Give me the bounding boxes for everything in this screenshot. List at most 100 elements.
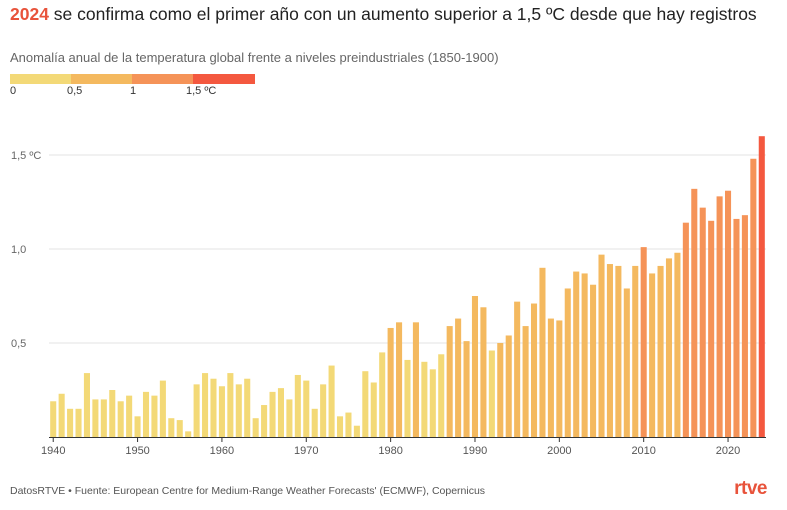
bar-2017[interactable]	[699, 207, 706, 437]
bar-1980[interactable]	[387, 327, 394, 437]
bar-1950[interactable]	[134, 416, 141, 437]
bar-1973[interactable]	[328, 365, 335, 437]
bar-1957[interactable]	[193, 384, 200, 437]
bar-1981[interactable]	[396, 322, 403, 437]
bar-2019[interactable]	[716, 196, 723, 437]
bar-1949[interactable]	[126, 395, 133, 437]
bar-2008[interactable]	[623, 288, 630, 437]
x-tick-label: 1980	[378, 445, 402, 457]
bar-2005[interactable]	[598, 254, 605, 437]
bar-1985[interactable]	[429, 369, 436, 437]
bar-2001[interactable]	[564, 288, 571, 437]
bar-1966[interactable]	[269, 391, 276, 437]
bar-1955[interactable]	[176, 420, 183, 437]
bars	[50, 136, 765, 437]
bar-1946[interactable]	[100, 399, 107, 437]
bar-2004[interactable]	[590, 284, 597, 437]
bar-1963[interactable]	[244, 378, 251, 437]
x-tick-label: 1950	[125, 445, 149, 457]
bar-1962[interactable]	[235, 384, 242, 437]
bar-1942[interactable]	[67, 408, 74, 437]
bar-2015[interactable]	[682, 222, 689, 437]
bar-1982[interactable]	[404, 359, 411, 437]
bar-1975[interactable]	[345, 412, 352, 437]
bar-1969[interactable]	[294, 374, 301, 437]
bar-2007[interactable]	[615, 265, 622, 437]
bar-1997[interactable]	[530, 303, 538, 437]
y-tick-label: 1,5 ºC	[11, 150, 41, 162]
bar-2000[interactable]	[556, 320, 563, 437]
bar-1988[interactable]	[455, 318, 462, 437]
bar-1961[interactable]	[227, 373, 234, 437]
x-tick-label: 1970	[294, 445, 318, 457]
axes: 1940 1950 1960 1970 1980 1990 2000 2010 2020	[41, 437, 766, 457]
x-tick-label: 1960	[210, 445, 234, 457]
bar-1983[interactable]	[412, 322, 419, 437]
bar-1958[interactable]	[202, 373, 209, 437]
bar-2023[interactable]	[750, 158, 757, 437]
bar-1945[interactable]	[92, 399, 99, 437]
bar-1965[interactable]	[261, 405, 268, 437]
rtve-logo: rtve	[734, 478, 767, 499]
y-tick-label: 0,5	[11, 338, 26, 350]
bar-2012[interactable]	[657, 265, 664, 437]
bar-1974[interactable]	[336, 416, 344, 437]
bar-1944[interactable]	[83, 373, 90, 437]
bar-2011[interactable]	[649, 273, 656, 437]
bar-1951[interactable]	[142, 391, 150, 437]
bar-1996[interactable]	[522, 326, 529, 437]
bar-1941[interactable]	[58, 393, 65, 437]
bar-1970[interactable]	[303, 380, 310, 437]
x-tick-label: 2020	[716, 445, 740, 457]
bar-1998[interactable]	[539, 267, 546, 437]
bar-1992[interactable]	[488, 350, 495, 437]
bar-2006[interactable]	[606, 264, 613, 437]
bar-1989[interactable]	[463, 341, 470, 437]
bar-1991[interactable]	[480, 307, 487, 437]
color-legend: 0 0,5 1 1,5 ºC	[10, 74, 255, 104]
bar-1960[interactable]	[218, 386, 225, 437]
bar-2009[interactable]	[632, 265, 639, 437]
bar-2013[interactable]	[665, 258, 673, 437]
bar-2024[interactable]	[758, 136, 765, 437]
bar-1993[interactable]	[497, 343, 504, 437]
bar-2010[interactable]	[640, 247, 647, 437]
bar-1972[interactable]	[320, 384, 327, 437]
bar-2014[interactable]	[674, 252, 681, 437]
bar-2021[interactable]	[733, 218, 740, 437]
bar-1959[interactable]	[210, 378, 217, 437]
bar-1953[interactable]	[159, 380, 166, 437]
bar-2018[interactable]	[708, 220, 715, 437]
bar-1976[interactable]	[353, 425, 360, 437]
bar-1990[interactable]	[471, 296, 479, 437]
bar-1943[interactable]	[75, 408, 82, 437]
bar-1947[interactable]	[109, 390, 116, 437]
legend-label-3: 1,5 ºC	[186, 85, 217, 97]
bar-2022[interactable]	[741, 215, 748, 437]
bar-1984[interactable]	[421, 361, 428, 437]
bar-1979[interactable]	[379, 352, 386, 437]
bar-1954[interactable]	[168, 418, 175, 437]
bar-1971[interactable]	[311, 408, 318, 437]
bar-1964[interactable]	[252, 418, 259, 437]
bar-2002[interactable]	[573, 271, 580, 437]
bar-1987[interactable]	[446, 326, 453, 437]
bar-1968[interactable]	[286, 399, 293, 437]
bar-1940[interactable]	[50, 401, 57, 437]
bar-2003[interactable]	[581, 273, 588, 437]
source-footer: DatosRTVE • Fuente: European Centre for …	[10, 485, 486, 497]
bar-1967[interactable]	[277, 388, 284, 437]
legend-swatch-1	[71, 74, 132, 84]
bar-1978[interactable]	[370, 382, 377, 437]
legend-swatch-2	[132, 74, 193, 84]
bar-2016[interactable]	[691, 188, 698, 437]
bar-1948[interactable]	[117, 401, 124, 437]
bar-1952[interactable]	[151, 395, 158, 437]
bar-2020[interactable]	[725, 190, 732, 437]
bar-1977[interactable]	[362, 371, 369, 437]
bar-1986[interactable]	[438, 354, 445, 437]
bar-1956[interactable]	[185, 431, 192, 437]
bar-1999[interactable]	[547, 318, 554, 437]
bar-1995[interactable]	[514, 301, 521, 437]
bar-1994[interactable]	[505, 335, 512, 437]
